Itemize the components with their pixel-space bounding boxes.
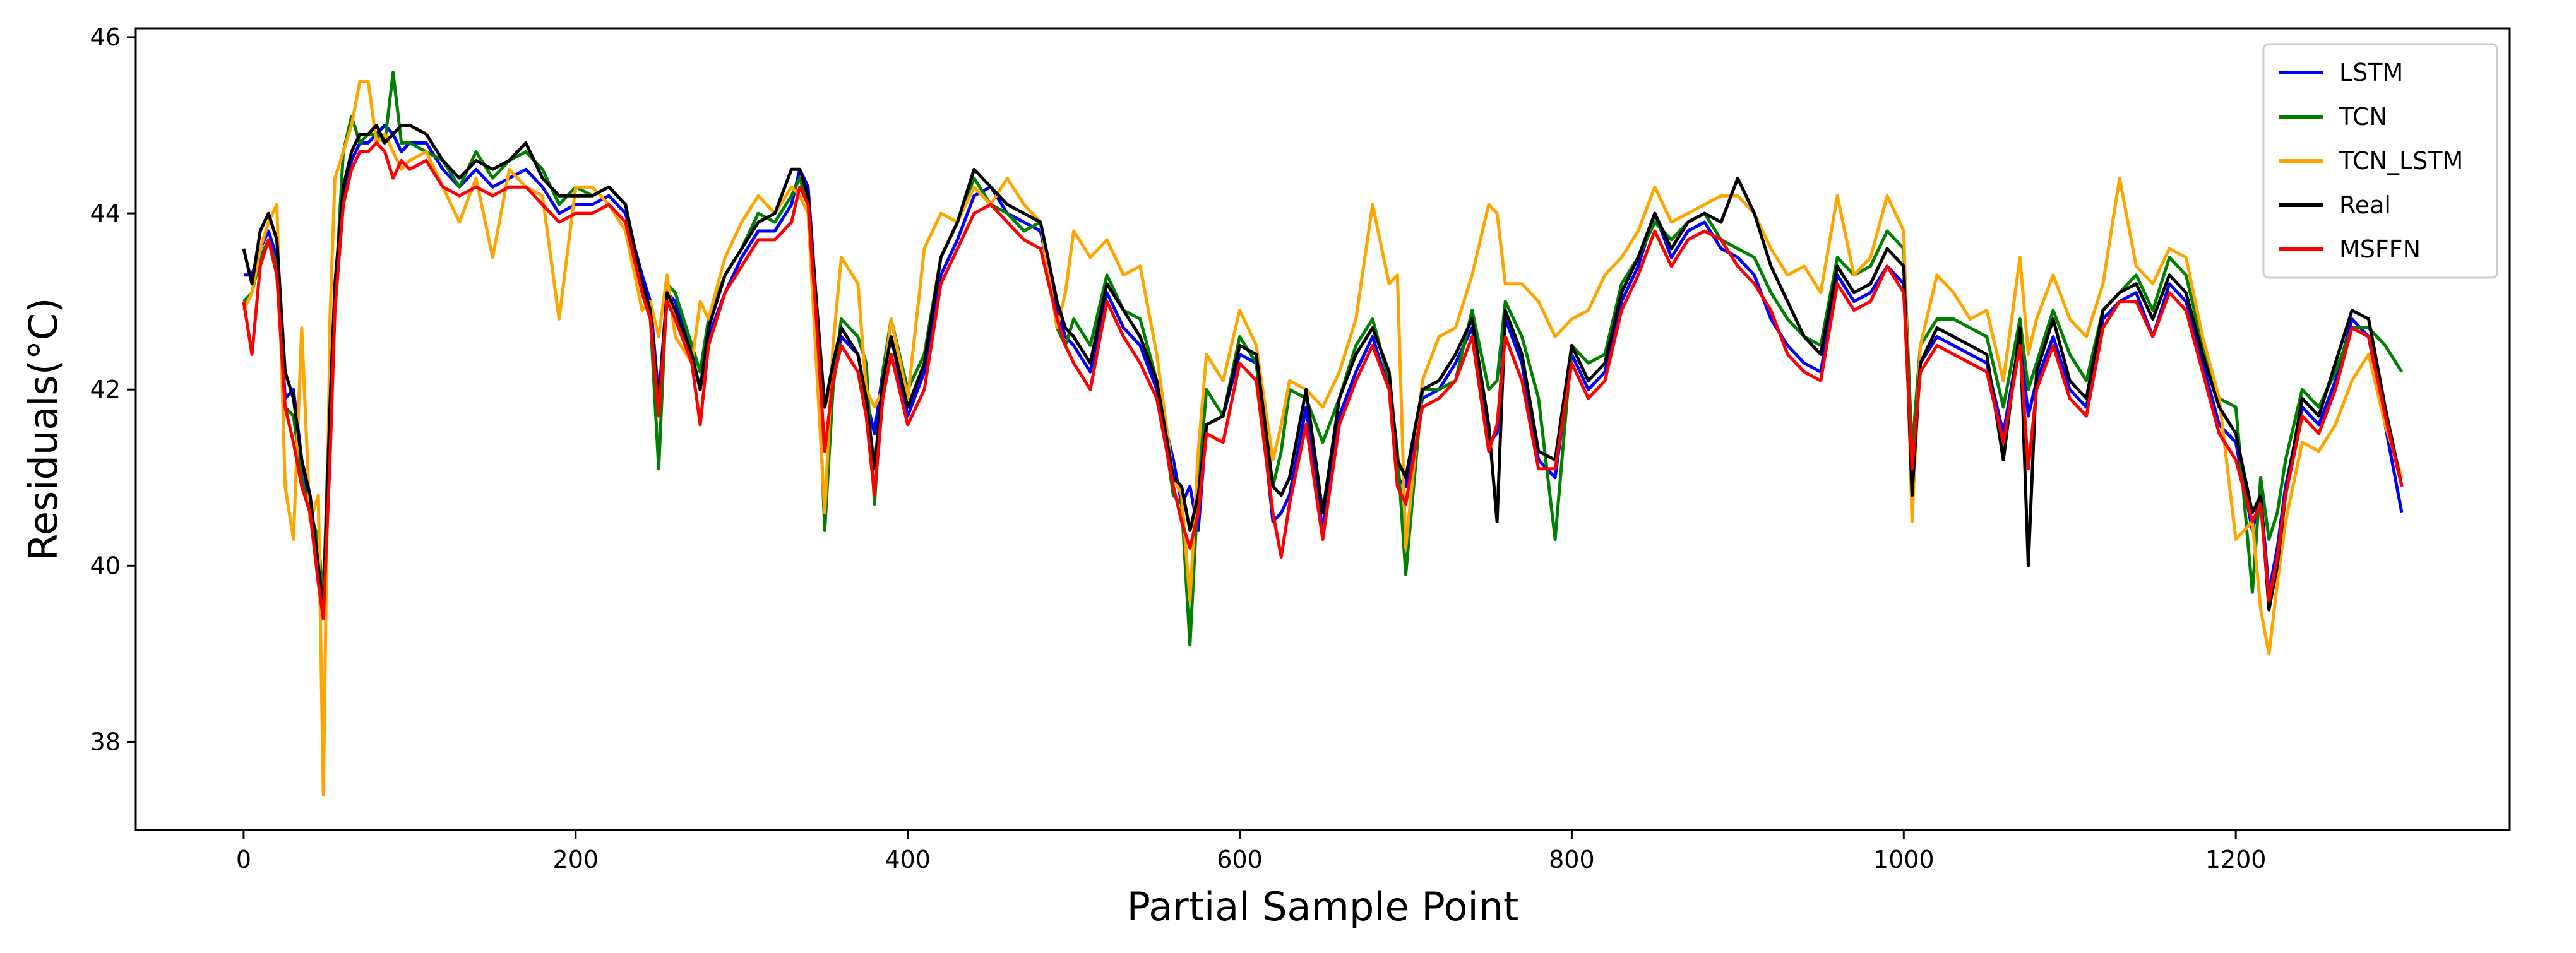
x-tick-label: 1000 bbox=[1873, 846, 1935, 873]
x-tick-label: 200 bbox=[553, 846, 599, 873]
y-axis: 38 40 42 44 46 bbox=[90, 23, 136, 755]
series-line-tcn bbox=[242, 71, 2404, 647]
y-axis-title: Residuals(°C) bbox=[20, 298, 66, 561]
x-axis-title: Partial Sample Point bbox=[1127, 884, 1519, 930]
x-tick-label: 400 bbox=[885, 846, 931, 873]
x-axis: 0 200 400 600 800 1000 1200 bbox=[236, 830, 2267, 873]
x-tick-label: 1200 bbox=[2205, 846, 2267, 873]
y-tick-label: 40 bbox=[90, 552, 121, 579]
x-tick-label: 0 bbox=[236, 846, 251, 873]
legend-label: TCN_LSTM bbox=[2339, 147, 2463, 175]
series-layer bbox=[242, 71, 2404, 796]
legend-label: TCN bbox=[2339, 103, 2387, 131]
series-line-msffn bbox=[242, 141, 2404, 620]
plot-area-frame bbox=[134, 27, 2511, 831]
series-line-tcn-lstm bbox=[242, 80, 2404, 796]
legend-label: LSTM bbox=[2339, 59, 2403, 86]
y-tick-label: 38 bbox=[90, 728, 121, 755]
y-tick-label: 46 bbox=[90, 23, 121, 51]
legend-label: Real bbox=[2339, 191, 2391, 219]
legend: LSTM TCN TCN_LSTM Real MSFFN bbox=[2262, 43, 2498, 279]
x-tick-label: 800 bbox=[1549, 846, 1595, 873]
legend-box bbox=[2262, 43, 2498, 279]
x-tick-label: 600 bbox=[1217, 846, 1263, 873]
legend-label: MSFFN bbox=[2339, 235, 2421, 263]
y-tick-label: 42 bbox=[90, 376, 121, 403]
y-tick-label: 44 bbox=[90, 199, 121, 227]
